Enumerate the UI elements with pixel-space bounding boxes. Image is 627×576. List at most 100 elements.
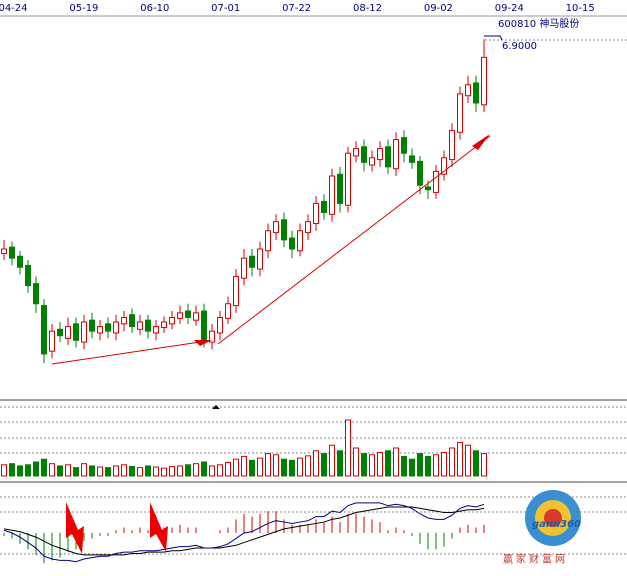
volume-bar [161,467,167,477]
volume-bar [305,455,311,477]
volume-bar [313,450,319,477]
macd-dif-line [3,502,485,563]
candle-body [345,152,351,206]
volume-bar [393,447,399,477]
volume-bar [201,461,207,477]
candle-body [321,201,327,214]
candle-body [33,283,39,305]
volume-bar [417,453,423,477]
volume-bar [89,465,95,477]
volume-bar [297,457,303,477]
candle-body [233,275,239,307]
volume-bar [353,447,359,477]
volume-bar [401,455,407,477]
volume-bar [145,465,151,477]
volume-bar [65,464,71,477]
x-tick-label: 10-15 [566,3,595,14]
high-label: 6.9000 [502,41,537,52]
volume-bar [321,453,327,477]
candle-body [297,230,303,252]
volume-bar [17,465,23,477]
candle-body [409,155,415,163]
volume-bar [337,450,343,477]
volume-bar [81,463,87,477]
x-tick-label: 07-01 [211,3,240,14]
volume-bar [113,465,119,477]
candle-body [137,321,143,330]
volume-bar [9,463,15,477]
candle-body [41,305,47,355]
candle-body [185,310,191,318]
candle-body [145,319,151,332]
volume-bar [233,458,239,477]
volume-bar [465,444,471,477]
volume-bar [441,451,447,477]
candle-body [265,230,271,252]
volume-bar [121,464,127,477]
volume-bar [457,441,463,477]
candle-body [129,314,135,328]
volume-bar [209,465,215,477]
candle-body [89,319,95,332]
candle-body [161,321,167,328]
volume-bar [185,464,191,477]
volume-bar [289,459,295,477]
candle-body [433,170,439,193]
candle-body [177,312,183,319]
candle-body [273,221,279,234]
candle-body [209,330,215,343]
candle-body [377,148,383,161]
volume-bar [265,453,271,477]
candle-body [369,157,375,166]
volume-bar [257,457,263,477]
trend-arrow [472,134,490,150]
candle-body [353,148,359,157]
watermark-logo: gann360 [532,519,581,530]
candle-body [473,82,479,104]
candle-body [257,248,263,270]
candle-body [441,157,447,175]
x-tick-label: 09-24 [495,3,524,14]
signal-arrow [150,502,168,552]
candle-body [81,321,87,343]
x-tick-label: 07-22 [282,3,311,14]
candle-body [201,310,207,341]
volume-bar [249,459,255,477]
volume-bar [377,451,383,477]
volume-bar [369,454,375,477]
candle-body [9,246,15,259]
volume-bar [73,467,79,477]
candle-body [97,326,103,334]
watermark-site: 赢家财富网 [503,553,568,566]
volume-bar [273,454,279,477]
trend-line [51,341,201,365]
x-tick-label: 06-10 [140,3,169,14]
candle-body [329,175,335,215]
stock-title: 600810 神马股份 [498,17,579,30]
volume-bar [409,458,415,477]
volume-bar [137,467,143,477]
candle-body [1,248,7,255]
candle-body [249,255,255,268]
volume-bar [473,450,479,477]
candle-body [385,146,391,168]
volume-bar [177,465,183,477]
volume-bar [225,462,231,477]
volume-bar [217,464,223,477]
volume-bar [329,444,335,477]
volume-bar [153,466,159,477]
candle-body [337,173,343,204]
volume-bar [57,465,63,477]
volume-bar [481,453,487,477]
candle-body [217,316,223,334]
candle-body [289,237,295,250]
candle-body [225,303,231,319]
candle-body [49,330,55,352]
logo-circle [544,509,562,527]
candle-body [313,202,319,224]
candle-body [417,160,423,186]
volume-bar [281,458,287,477]
x-tick-label: 09-02 [424,3,453,14]
